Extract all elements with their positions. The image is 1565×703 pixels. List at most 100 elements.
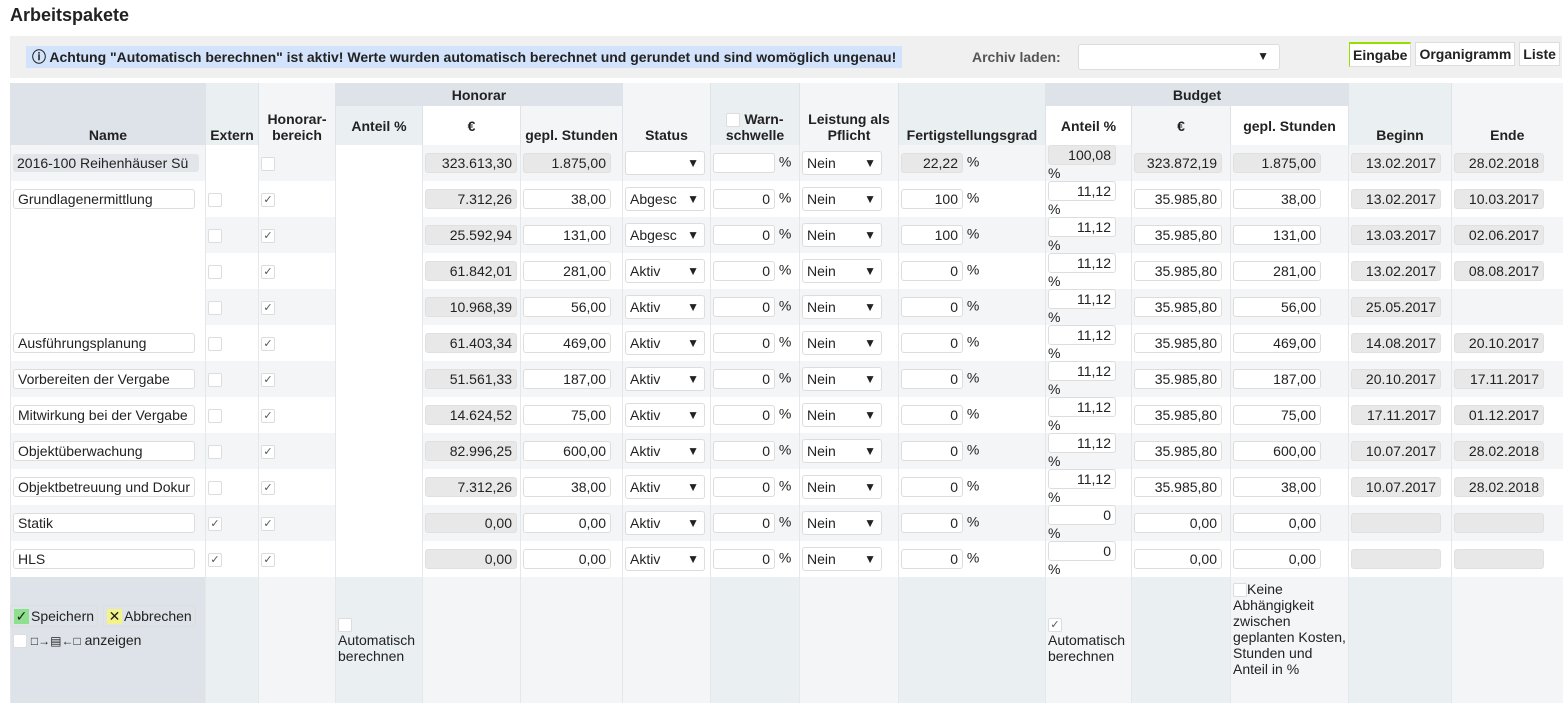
budget-stunden[interactable]: 0,00: [1233, 513, 1321, 533]
status-select[interactable]: Abgesc ▼: [625, 223, 705, 247]
extern-checkbox[interactable]: [208, 409, 222, 424]
status-select[interactable]: Aktiv ▼: [625, 439, 705, 463]
leistung-select[interactable]: Nein ▼: [802, 151, 882, 175]
budget-anteil[interactable]: 11,12: [1048, 289, 1116, 309]
no-dependency[interactable]: Keine Abhängigkeit zwischen geplanten Ko…: [1230, 577, 1349, 703]
warn-input[interactable]: 0: [713, 297, 775, 317]
honorar-checkbox[interactable]: ✓: [261, 481, 275, 496]
warn-input[interactable]: 0: [713, 333, 775, 353]
honorar-checkbox[interactable]: [261, 157, 275, 172]
auto-honorar-checkbox[interactable]: [338, 618, 352, 633]
status-select[interactable]: Aktiv ▼: [625, 295, 705, 319]
honorar-stunden[interactable]: 281,00: [523, 261, 611, 281]
honorar-checkbox[interactable]: ✓: [261, 553, 275, 568]
name-input[interactable]: Objektbetreuung und Dokur: [13, 477, 195, 497]
extern-checkbox[interactable]: [208, 337, 222, 352]
budget-stunden[interactable]: 56,00: [1233, 297, 1321, 317]
warn-input[interactable]: 0: [713, 513, 775, 533]
honorar-checkbox[interactable]: ✓: [261, 373, 275, 388]
honorar-checkbox[interactable]: ✓: [261, 445, 275, 460]
cancel-button[interactable]: ✕ Abbrechen: [103, 605, 196, 627]
name-input[interactable]: Mitwirkung bei der Vergabe: [13, 405, 195, 425]
status-select[interactable]: Aktiv ▼: [625, 511, 705, 535]
extern-checkbox[interactable]: ✓: [208, 517, 222, 532]
status-select[interactable]: Aktiv ▼: [625, 367, 705, 391]
budget-stunden[interactable]: 75,00: [1233, 405, 1321, 425]
warn-input[interactable]: 0: [713, 225, 775, 245]
honorar-checkbox[interactable]: ✓: [261, 229, 275, 244]
name-input[interactable]: Vorbereiten der Vergabe: [13, 369, 195, 389]
honorar-stunden[interactable]: 75,00: [523, 405, 611, 425]
budget-stunden[interactable]: 0,00: [1233, 549, 1321, 569]
budget-eur[interactable]: 0,00: [1134, 549, 1222, 569]
honorar-stunden[interactable]: 469,00: [523, 333, 611, 353]
leistung-select[interactable]: Nein ▼: [802, 367, 882, 391]
fertig-input[interactable]: 0: [901, 549, 963, 569]
name-input[interactable]: Ausführungsplanung: [13, 333, 195, 353]
leistung-select[interactable]: Nein ▼: [802, 511, 882, 535]
leistung-select[interactable]: Nein ▼: [802, 295, 882, 319]
warn-input[interactable]: [713, 153, 775, 173]
tab-liste[interactable]: Liste: [1519, 42, 1560, 66]
extern-checkbox[interactable]: [208, 193, 222, 208]
budget-stunden[interactable]: 38,00: [1233, 189, 1321, 209]
fertig-input[interactable]: 0: [901, 477, 963, 497]
budget-anteil[interactable]: 0: [1048, 505, 1116, 525]
extern-checkbox[interactable]: [208, 265, 222, 280]
budget-stunden[interactable]: 600,00: [1233, 441, 1321, 461]
fertig-input[interactable]: 0: [901, 261, 963, 281]
status-select[interactable]: Aktiv ▼: [625, 259, 705, 283]
honorar-stunden[interactable]: 0,00: [523, 549, 611, 569]
honorar-checkbox[interactable]: ✓: [261, 193, 275, 208]
budget-anteil[interactable]: 11,12: [1048, 397, 1116, 417]
tab-eingabe[interactable]: Eingabe: [1349, 42, 1412, 67]
budget-eur[interactable]: 35.985,80: [1134, 369, 1222, 389]
warn-input[interactable]: 0: [713, 549, 775, 569]
auto-budget-checkbox[interactable]: ✓: [1048, 618, 1062, 633]
leistung-select[interactable]: Nein ▼: [802, 187, 882, 211]
warn-input[interactable]: 0: [713, 441, 775, 461]
budget-eur[interactable]: 35.985,80: [1134, 477, 1222, 497]
honorar-stunden[interactable]: 56,00: [523, 297, 611, 317]
status-select[interactable]: ▼: [625, 151, 705, 175]
leistung-select[interactable]: Nein ▼: [802, 439, 882, 463]
fertig-input[interactable]: 100: [901, 189, 963, 209]
warn-checkbox[interactable]: [726, 113, 741, 127]
honorar-checkbox[interactable]: ✓: [261, 265, 275, 280]
fertig-input[interactable]: 0: [901, 369, 963, 389]
budget-eur[interactable]: 35.985,80: [1134, 441, 1222, 461]
honorar-stunden[interactable]: 38,00: [523, 477, 611, 497]
save-button[interactable]: ✓ Speichern: [10, 605, 99, 627]
honorar-checkbox[interactable]: ✓: [261, 517, 275, 532]
extern-checkbox[interactable]: [208, 373, 222, 388]
budget-stunden[interactable]: 38,00: [1233, 477, 1321, 497]
honorar-checkbox[interactable]: ✓: [261, 337, 275, 352]
budget-stunden[interactable]: 131,00: [1233, 225, 1321, 245]
budget-anteil[interactable]: 11,12: [1048, 433, 1116, 453]
name-input[interactable]: HLS: [13, 549, 195, 569]
budget-eur[interactable]: 35.985,80: [1134, 333, 1222, 353]
warn-input[interactable]: 0: [713, 189, 775, 209]
leistung-select[interactable]: Nein ▼: [802, 223, 882, 247]
fertig-input[interactable]: 0: [901, 297, 963, 317]
fertig-input[interactable]: 0: [901, 333, 963, 353]
status-select[interactable]: Aktiv ▼: [625, 547, 705, 571]
honorar-stunden[interactable]: 38,00: [523, 189, 611, 209]
budget-eur[interactable]: 35.985,80: [1134, 261, 1222, 281]
budget-eur[interactable]: 0,00: [1134, 513, 1222, 533]
name-input[interactable]: Objektüberwachung: [13, 441, 195, 461]
leistung-select[interactable]: Nein ▼: [802, 475, 882, 499]
honorar-stunden[interactable]: 0,00: [523, 513, 611, 533]
status-select[interactable]: Aktiv ▼: [625, 403, 705, 427]
budget-eur[interactable]: 35.985,80: [1134, 225, 1222, 245]
fertig-input[interactable]: 0: [901, 441, 963, 461]
status-select[interactable]: Aktiv ▼: [625, 475, 705, 499]
budget-stunden[interactable]: 187,00: [1233, 369, 1321, 389]
budget-anteil[interactable]: 11,12: [1048, 325, 1116, 345]
warn-input[interactable]: 0: [713, 369, 775, 389]
extern-checkbox[interactable]: ✓: [208, 553, 222, 568]
warn-input[interactable]: 0: [713, 261, 775, 281]
name-input[interactable]: Statik: [13, 513, 195, 533]
leistung-select[interactable]: Nein ▼: [802, 403, 882, 427]
extern-checkbox[interactable]: [208, 229, 222, 244]
